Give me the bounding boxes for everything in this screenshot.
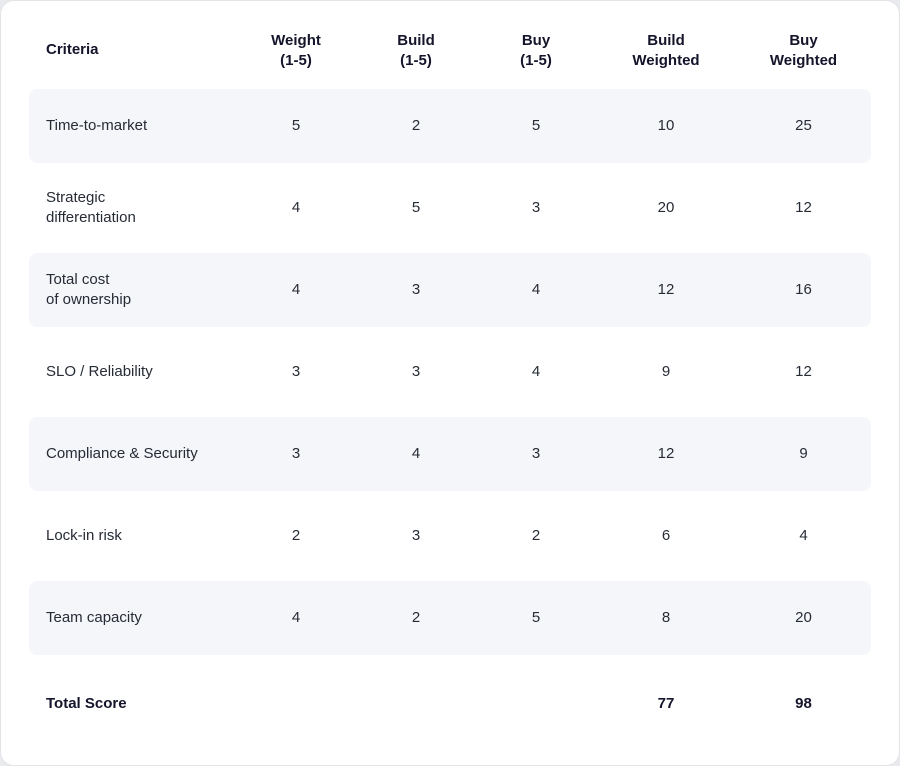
weight-value: 2 — [291, 526, 301, 544]
weight-value: 3 — [291, 362, 301, 380]
total-row: Total Score 77 98 — [29, 667, 871, 741]
column-header-build: Build (1-5) — [397, 32, 435, 69]
build-weighted-value: 6 — [661, 526, 671, 544]
build-score-value: 3 — [411, 362, 421, 380]
buy-score-value: 2 — [531, 526, 541, 544]
buy-weighted-value: 12 — [795, 362, 812, 380]
total-buy-weighted-value: 98 — [795, 694, 812, 712]
table-row: Team capacity 4 2 5 8 20 — [29, 581, 871, 655]
buy-score-value: 5 — [531, 116, 541, 134]
buy-weighted-value: 25 — [795, 116, 812, 134]
build-weighted-value: 9 — [661, 362, 671, 380]
buy-weighted-value: 20 — [795, 608, 812, 626]
table-header-row: Criteria Weight (1-5) Build (1-5) Buy (1… — [29, 21, 871, 87]
table-row: Total cost of ownership 4 3 4 12 16 — [29, 253, 871, 327]
criteria-label: Compliance & Security — [46, 444, 198, 462]
column-header-weight: Weight (1-5) — [271, 32, 321, 69]
column-header-buy: Buy (1-5) — [520, 32, 552, 69]
criteria-label: Strategic differentiation — [46, 188, 136, 226]
buy-weighted-value: 9 — [799, 444, 808, 462]
build-score-value: 5 — [411, 198, 421, 216]
table-row: Strategic differentiation 4 5 3 20 12 — [29, 171, 871, 245]
build-weighted-value: 12 — [657, 280, 675, 298]
weight-value: 4 — [291, 280, 301, 298]
build-score-value: 2 — [411, 608, 421, 626]
build-score-value: 3 — [411, 280, 421, 298]
weight-value: 3 — [291, 444, 301, 462]
table-row: Lock-in risk 2 3 2 6 4 — [29, 499, 871, 573]
criteria-label: Lock-in risk — [46, 526, 122, 544]
build-weighted-value: 20 — [657, 198, 675, 216]
criteria-label: Time-to-market — [46, 116, 148, 134]
buy-weighted-value: 12 — [795, 198, 812, 216]
build-score-value: 4 — [411, 444, 421, 462]
criteria-label: Team capacity — [46, 608, 142, 626]
total-label: Total Score — [46, 694, 127, 712]
table-row: SLO / Reliability 3 3 4 9 12 — [29, 335, 871, 409]
build-weighted-value: 12 — [657, 444, 675, 462]
buy-score-value: 3 — [531, 444, 541, 462]
weight-value: 5 — [291, 116, 301, 134]
buy-score-value: 5 — [531, 608, 541, 626]
table-row: Compliance & Security 3 4 3 12 9 — [29, 417, 871, 491]
build-weighted-value: 8 — [661, 608, 671, 626]
buy-score-value: 3 — [531, 198, 541, 216]
table-row: Time-to-market 5 2 5 10 25 — [29, 89, 871, 163]
criteria-label: Total cost of ownership — [46, 270, 132, 308]
build-score-value: 3 — [411, 526, 421, 544]
buy-weighted-value: 16 — [795, 280, 812, 298]
buy-score-value: 4 — [531, 280, 541, 298]
column-header-build-weighted: Build Weighted — [632, 32, 700, 69]
criteria-label: SLO / Reliability — [46, 362, 153, 380]
column-header-criteria: Criteria — [46, 41, 99, 58]
build-score-value: 2 — [411, 116, 421, 134]
buy-weighted-value: 4 — [799, 526, 808, 544]
total-build-weighted-value: 77 — [657, 694, 675, 712]
build-weighted-value: 10 — [657, 116, 675, 134]
buy-score-value: 4 — [531, 362, 541, 380]
column-header-buy-weighted: Buy Weighted — [769, 32, 838, 69]
weight-value: 4 — [291, 608, 301, 626]
weight-value: 4 — [291, 198, 301, 216]
